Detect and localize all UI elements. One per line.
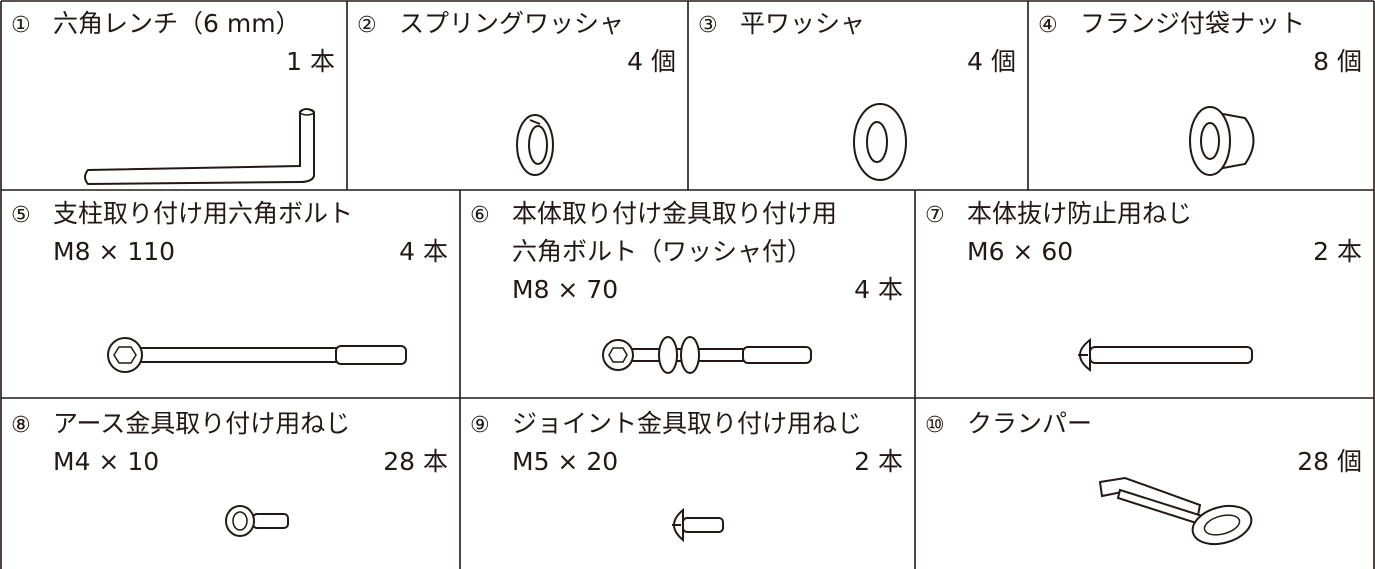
item-name: アース金具取り付け用ねじ bbox=[53, 409, 350, 438]
item-spec: M8 × 110 bbox=[53, 237, 175, 266]
item-number: ⑤ bbox=[11, 203, 31, 228]
item-number: ① bbox=[11, 13, 31, 38]
item-quantity: 28 本 bbox=[383, 447, 448, 476]
part-illustrations bbox=[84, 103, 1255, 546]
item-name: クランパー bbox=[967, 409, 1092, 438]
item-name: 本体取り付け金具取り付け用 bbox=[512, 199, 837, 228]
item-spec: M6 × 60 bbox=[967, 237, 1073, 266]
item-spec: M8 × 70 bbox=[512, 275, 618, 304]
item-quantity: 4 本 bbox=[854, 275, 903, 304]
item-quantity: 2 本 bbox=[854, 447, 903, 476]
item-name: スプリングワッシャ bbox=[399, 9, 624, 38]
item-quantity: 8 個 bbox=[1313, 47, 1362, 76]
item-quantity: 4 本 bbox=[399, 237, 448, 266]
item-name: ジョイント金具取り付け用ねじ bbox=[512, 409, 862, 438]
item-number: ⑥ bbox=[470, 203, 490, 228]
item-quantity: 28 個 bbox=[1297, 447, 1362, 476]
item-spec: M4 × 10 bbox=[53, 447, 159, 476]
item-name: 支柱取り付け用六角ボルト bbox=[53, 199, 353, 228]
item-number: ⑨ bbox=[470, 413, 490, 438]
item-quantity: 4 個 bbox=[627, 47, 676, 76]
item-number: ⑧ bbox=[11, 413, 31, 438]
item-name: 本体抜け防止用ねじ bbox=[967, 199, 1192, 228]
item-name: 六角レンチ（6 mm） bbox=[53, 9, 301, 38]
item-number: ⑩ bbox=[925, 413, 945, 438]
item-quantity: 2 本 bbox=[1313, 237, 1362, 266]
item-name: 平ワッシャ bbox=[740, 9, 865, 38]
item-quantity: 4 個 bbox=[967, 47, 1016, 76]
item-name: 六角ボルト（ワッシャ付） bbox=[512, 237, 812, 266]
item-name: フランジ付袋ナット bbox=[1080, 9, 1305, 38]
item-number: ⑦ bbox=[925, 203, 945, 228]
item-quantity: 1 本 bbox=[286, 47, 335, 76]
item-number: ④ bbox=[1038, 13, 1058, 38]
item-number: ③ bbox=[698, 13, 718, 38]
item-spec: M5 × 20 bbox=[512, 447, 618, 476]
item-number: ② bbox=[357, 13, 377, 38]
